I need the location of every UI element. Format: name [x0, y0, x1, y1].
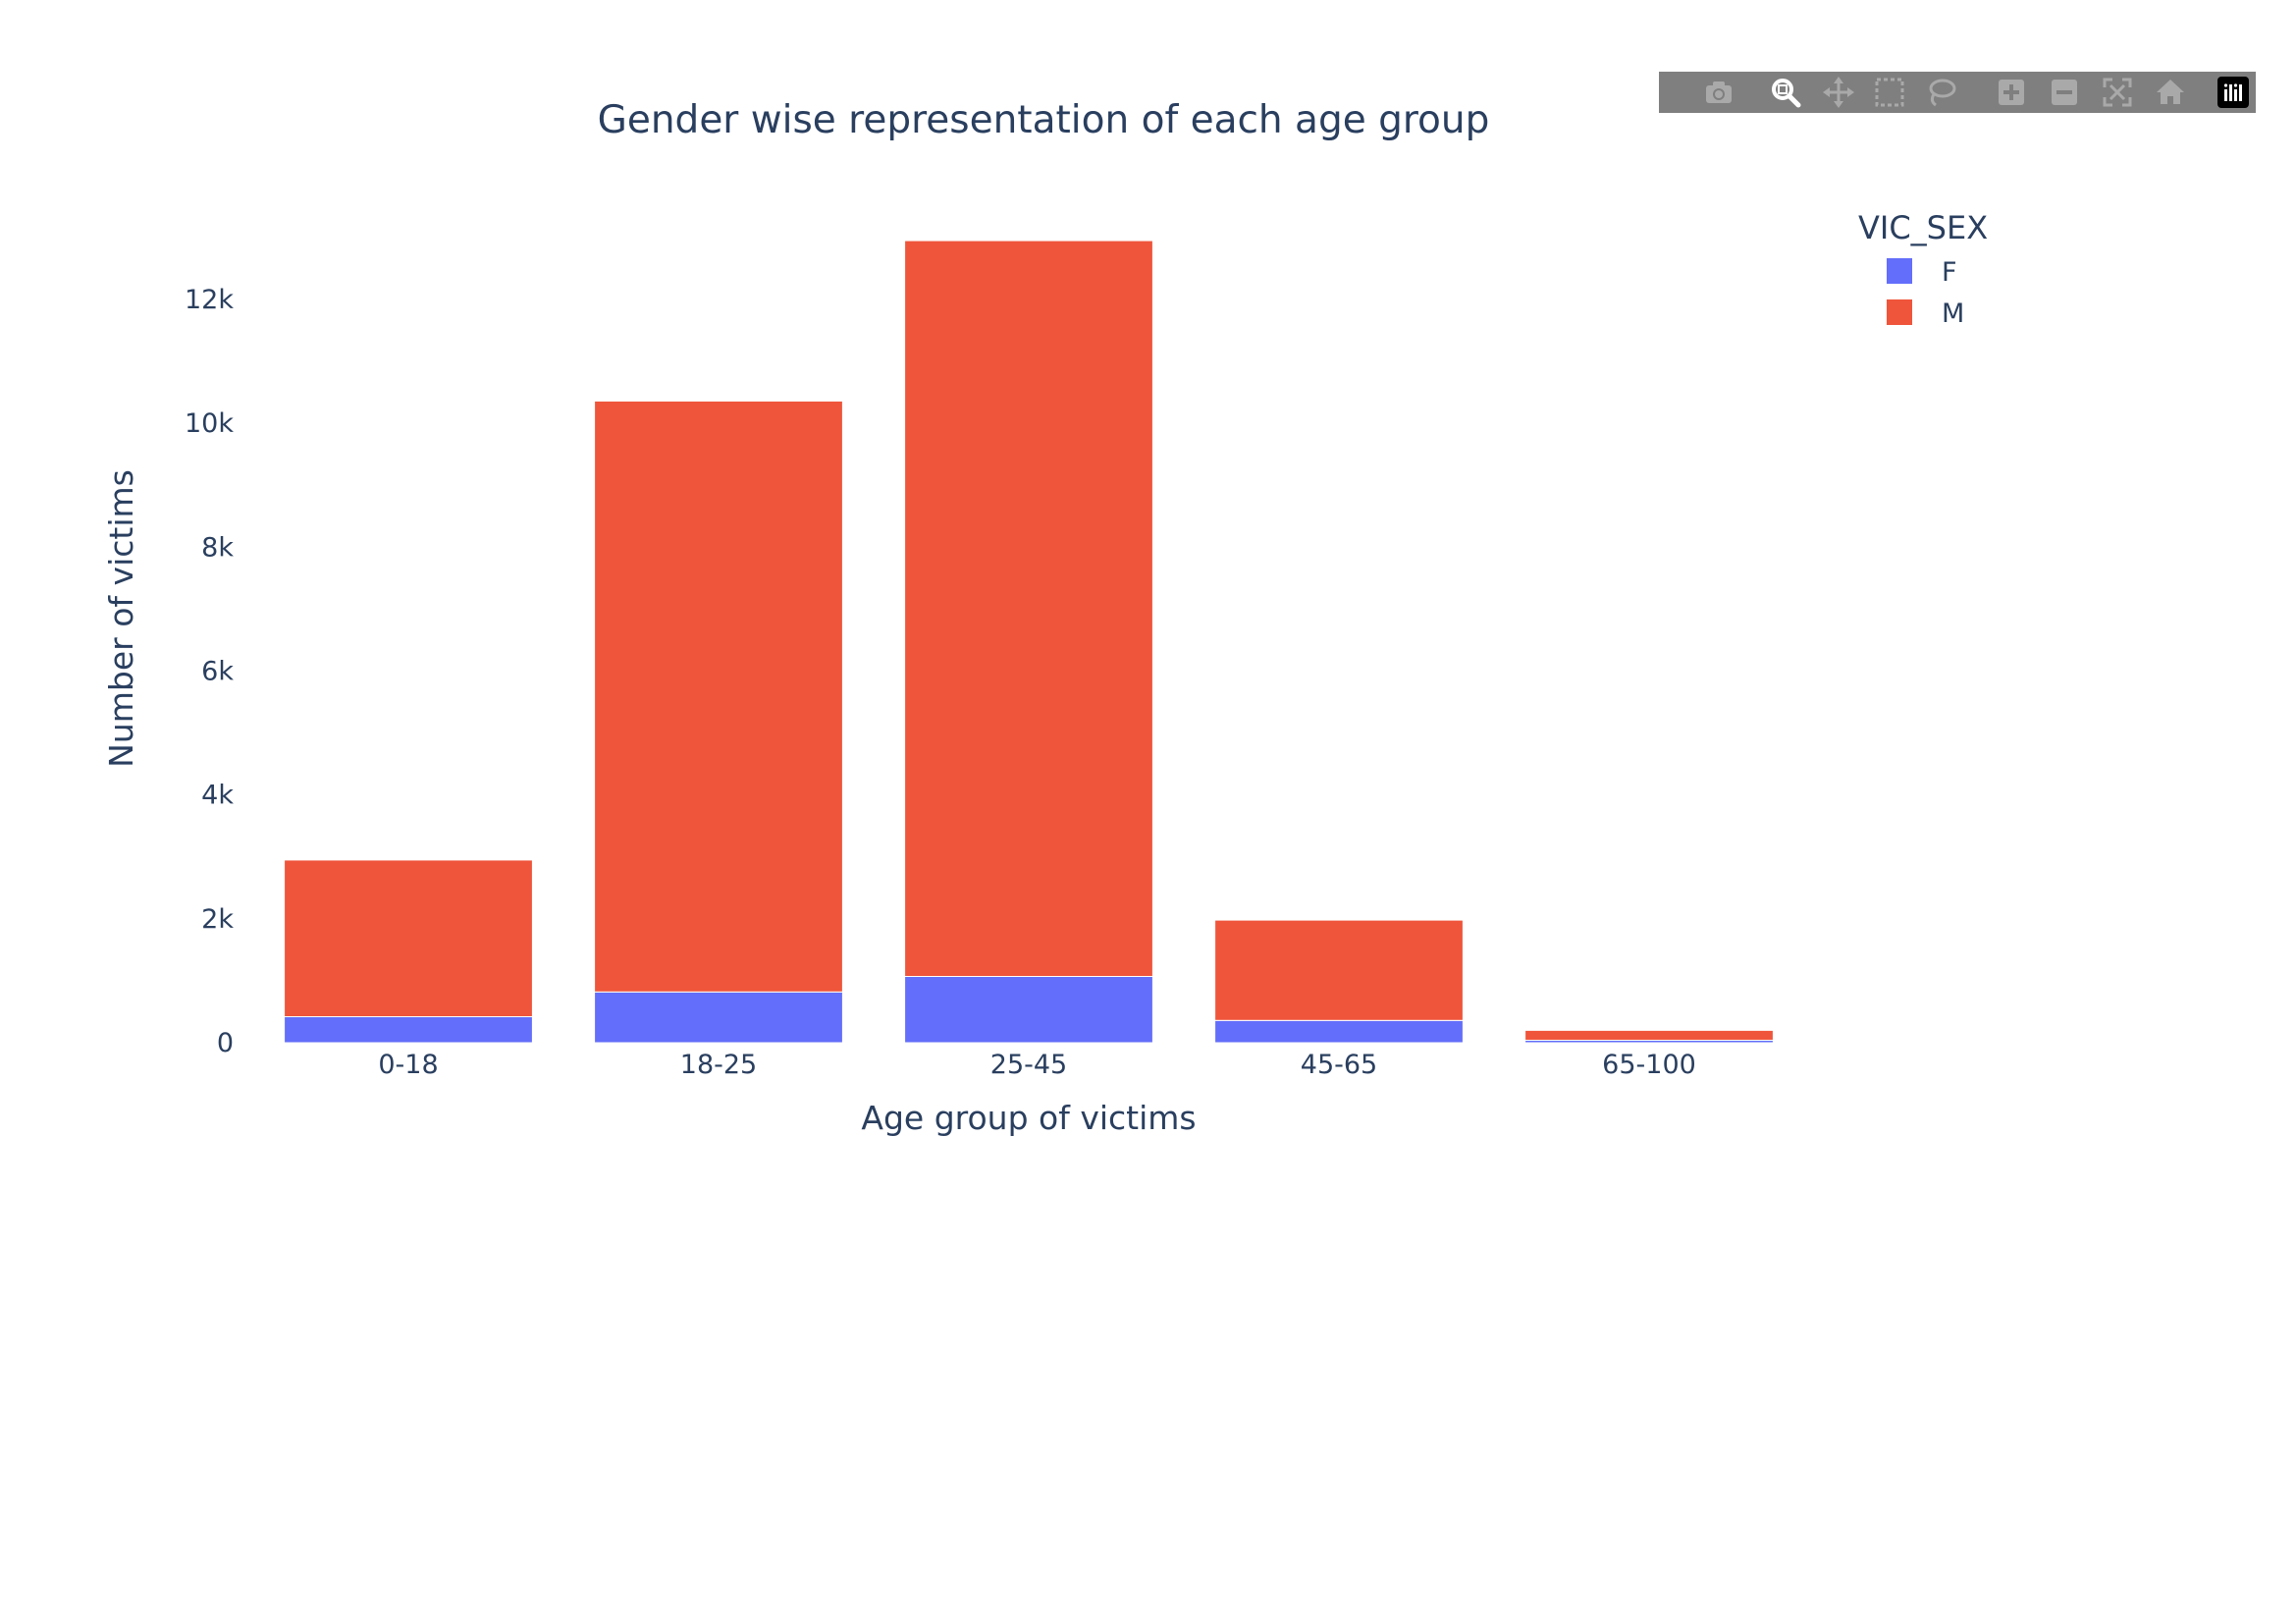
bar-M-65-100[interactable]: [1524, 1029, 1774, 1041]
bar-F-18-25[interactable]: [594, 991, 843, 1044]
pan-icon[interactable]: [1818, 72, 1859, 113]
bar-F-25-45[interactable]: [904, 976, 1153, 1044]
box-select-icon[interactable]: [1869, 72, 1910, 113]
y-tick-label: 12k: [185, 285, 234, 315]
legend-item-M[interactable]: M: [1887, 298, 1964, 329]
x-tick-label: 18-25: [680, 1050, 757, 1080]
legend-title: VIC_SEX: [1858, 209, 1988, 246]
zoom-in-icon[interactable]: [1991, 72, 2032, 113]
bar-M-18-25[interactable]: [594, 400, 843, 993]
zoom-icon[interactable]: [1765, 72, 1806, 113]
x-tick-label: 65-100: [1602, 1050, 1696, 1080]
y-tick-label: 4k: [201, 781, 234, 811]
bar-M-45-65[interactable]: [1214, 919, 1464, 1021]
modebar: [1659, 72, 2256, 113]
y-tick-label: 6k: [201, 657, 234, 687]
legend-label: F: [1942, 257, 1957, 288]
x-axis-title: Age group of victims: [861, 1099, 1196, 1137]
plotly-logo-icon[interactable]: [2213, 72, 2254, 113]
legend-item-F[interactable]: F: [1887, 257, 1957, 288]
bar-F-45-65[interactable]: [1214, 1019, 1464, 1044]
x-axis: 0-18 18-25 25-45 45-65 65-100: [378, 1050, 1695, 1080]
zoom-out-icon[interactable]: [2044, 72, 2085, 113]
y-axis: 0 2k 4k 6k 8k 10k 12k: [185, 285, 234, 1058]
y-tick-label: 10k: [185, 408, 234, 439]
bar-M-25-45[interactable]: [904, 240, 1153, 978]
plot-area[interactable]: [284, 240, 1774, 1044]
y-tick-label: 8k: [201, 532, 234, 563]
camera-icon[interactable]: [1698, 72, 1739, 113]
autoscale-icon[interactable]: [2097, 72, 2138, 113]
chart-title: Gender wise representation of each age g…: [598, 98, 1490, 142]
x-tick-label: 0-18: [378, 1050, 438, 1080]
x-tick-label: 45-65: [1301, 1050, 1377, 1080]
legend-swatch: [1887, 299, 1912, 325]
legend-label: M: [1942, 298, 1964, 329]
y-tick-label: 0: [217, 1028, 234, 1058]
y-tick-label: 2k: [201, 904, 234, 935]
y-axis-title: Number of victims: [102, 469, 140, 768]
legend-swatch: [1887, 258, 1912, 284]
reset-axes-icon[interactable]: [2150, 72, 2191, 113]
x-tick-label: 25-45: [990, 1050, 1067, 1080]
lasso-icon[interactable]: [1920, 72, 1961, 113]
bar-M-0-18[interactable]: [284, 859, 533, 1018]
bar-F-0-18[interactable]: [284, 1016, 533, 1044]
legend: VIC_SEX FM: [1858, 209, 1988, 329]
